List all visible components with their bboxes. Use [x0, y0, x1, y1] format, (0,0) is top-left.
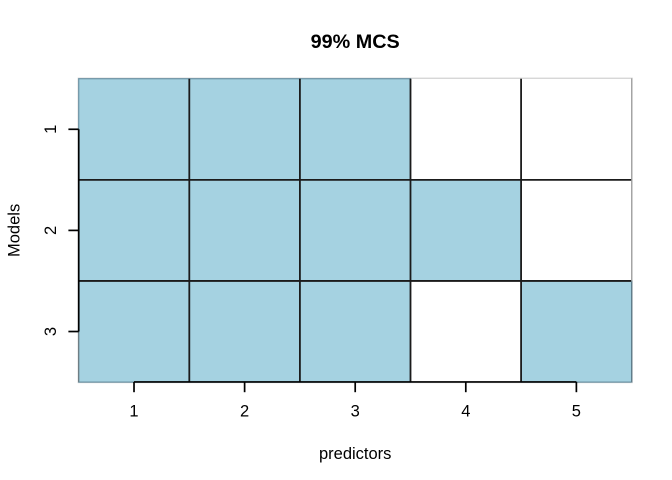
svg-text:4: 4	[461, 403, 470, 421]
svg-text:Models: Models	[6, 204, 24, 257]
svg-text:predictors: predictors	[319, 445, 391, 463]
svg-text:3: 3	[42, 327, 60, 336]
svg-text:3: 3	[351, 403, 360, 421]
svg-text:2: 2	[42, 226, 60, 235]
svg-text:5: 5	[572, 403, 581, 421]
svg-text:1: 1	[129, 403, 138, 421]
svg-text:2: 2	[240, 403, 249, 421]
svg-text:99% MCS: 99% MCS	[311, 31, 400, 53]
svg-text:1: 1	[42, 125, 60, 134]
